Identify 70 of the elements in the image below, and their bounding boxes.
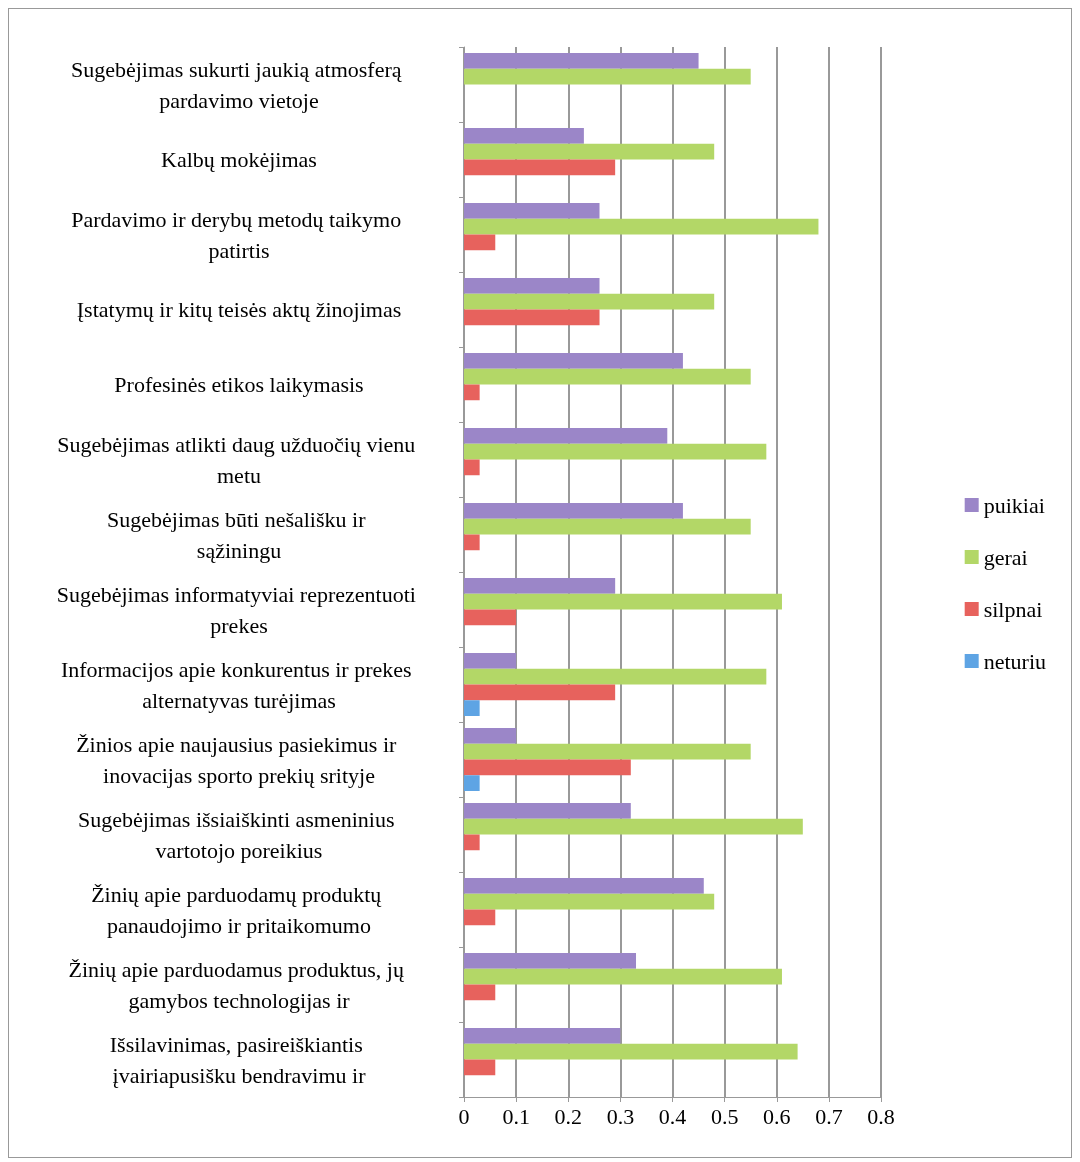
y-tick-label: Sugebėjimas informatyviai reprezentuoti prekes [56, 581, 422, 638]
y-tick-label: Sugebėjimas sukurti jaukią atmosferą pardavimo vietoje [70, 56, 408, 113]
bar [464, 443, 767, 460]
x-tick-label: 0.1 [502, 1103, 530, 1129]
y-tick-label: Sugebėjimas atlikti daug užduočių vienu metu [57, 431, 421, 488]
bar [464, 384, 480, 401]
bar [464, 1043, 798, 1060]
bar [464, 143, 715, 160]
bar [464, 775, 480, 791]
bar [464, 984, 496, 1001]
bar [464, 653, 517, 669]
bar [464, 353, 683, 369]
y-tick-label: Žinios apie naujausius pasiekimus ir inovacijas sporto prekių srityje [76, 731, 402, 788]
bar [464, 728, 517, 744]
bar [464, 503, 683, 519]
bar [464, 803, 631, 819]
bar [464, 818, 803, 835]
y-tick-label: Kalbų mokėjimas [161, 147, 317, 172]
x-tick-label: 0.4 [658, 1103, 687, 1129]
bar [464, 700, 480, 716]
y-tick-label: Išsilavinimas, pasireiškiantis įvairiapusišku bendravimu ir [109, 1031, 369, 1088]
legend-label: gerai [983, 544, 1028, 570]
x-tick-label: 0.5 [710, 1103, 739, 1129]
bar [464, 203, 600, 219]
y-tick-label: Sugebėjimas būti nešališku ir sąžiningu [107, 506, 371, 563]
bar [464, 428, 668, 444]
y-tick-label: Informacijos apie konkurentus ir prekes alternatyvas turėjimas [60, 656, 418, 713]
bar [464, 459, 480, 476]
bar [464, 309, 600, 326]
bar [464, 1028, 621, 1044]
y-tick-label: Žinių apie parduodamų produktų panaudojimo ir pritaikomumo [91, 881, 387, 938]
bar [464, 609, 517, 626]
bar [464, 278, 600, 294]
bar [464, 128, 584, 144]
bar [464, 293, 715, 310]
bar [464, 518, 751, 535]
x-tick-label: 0.2 [554, 1103, 582, 1129]
bar [464, 968, 782, 985]
y-tick-label: Pardavimo ir derybų metodų taikymo patirtis [71, 206, 407, 263]
x-tick-label: 0.8 [867, 1103, 895, 1129]
bar [464, 578, 616, 594]
x-tick-label: 0.6 [763, 1103, 791, 1129]
bar [464, 218, 819, 235]
bar [464, 368, 751, 385]
bar [464, 684, 616, 701]
y-tick-label: Profesinės etikos laikymasis [114, 372, 364, 397]
bar [464, 1059, 496, 1076]
x-tick-label: 0 [458, 1103, 470, 1129]
y-tick-label: Žinių apie parduodamus produktus, jų gamybos technologijas ir [68, 956, 410, 1013]
bar [464, 743, 751, 760]
bar [464, 893, 715, 910]
bar [464, 909, 496, 926]
bar [464, 68, 751, 85]
bar [464, 668, 767, 685]
y-tick-label: Sugebėjimas išsiaiškinti asmeninius vartotojo poreikius [77, 806, 401, 863]
x-tick-label: 0.7 [815, 1103, 843, 1129]
legend-label: silpnai [983, 596, 1043, 622]
bar [464, 159, 616, 176]
legend-label: puikiai [983, 492, 1045, 518]
bar [464, 878, 704, 894]
bar [464, 953, 637, 969]
bar [464, 593, 782, 610]
x-tick-label: 0.3 [606, 1103, 635, 1129]
y-tick-label: Įstatymų ir kitų teisės aktų žinojimas [76, 297, 402, 322]
bar [464, 234, 496, 251]
bar [464, 834, 480, 851]
bar [464, 53, 699, 69]
bar [464, 759, 631, 776]
legend-label: neturiu [983, 648, 1047, 674]
bar [464, 534, 480, 551]
